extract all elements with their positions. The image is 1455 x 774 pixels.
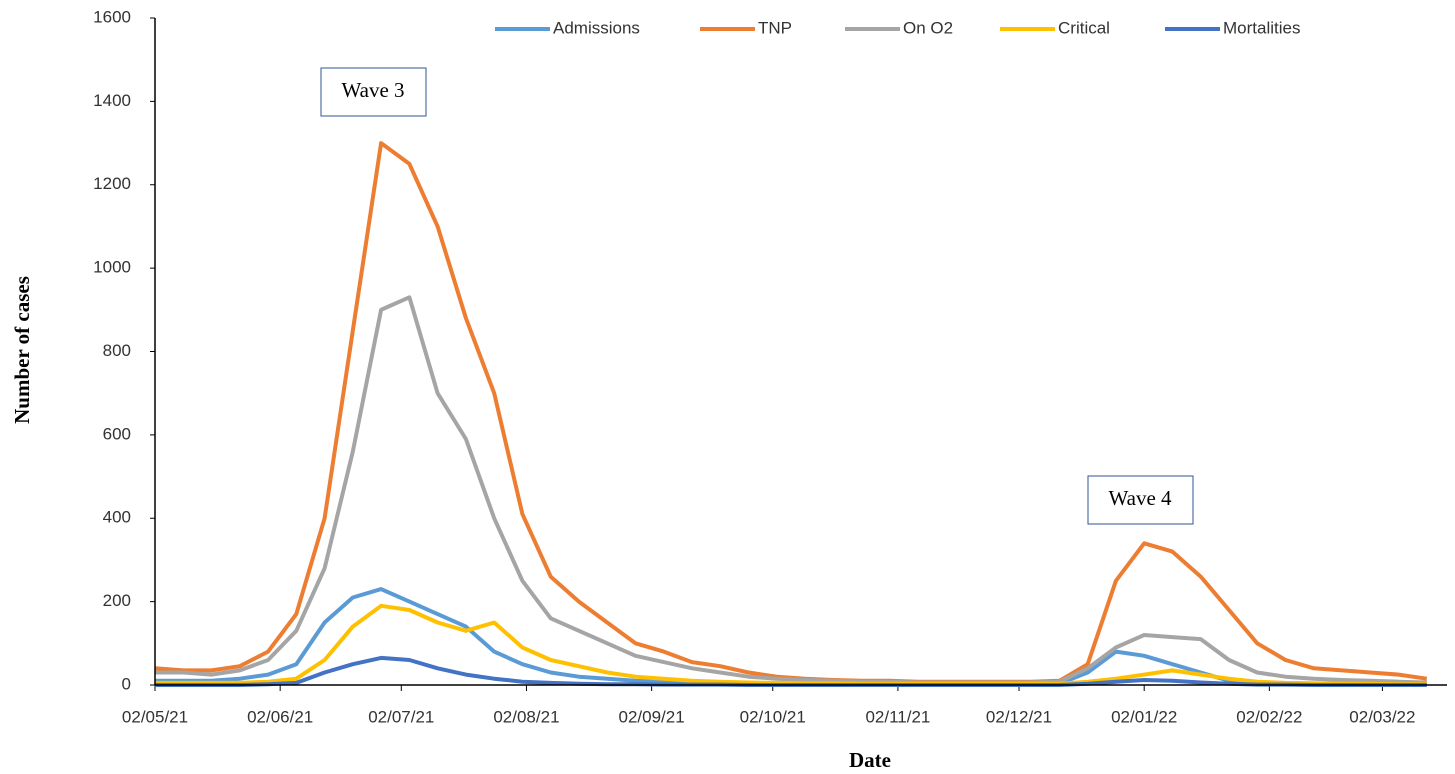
legend-entry: Mortalities (1165, 18, 1300, 37)
y-tick-label: 800 (103, 341, 131, 360)
x-axis-title: Date (849, 748, 891, 772)
y-tick-label: 400 (103, 508, 131, 527)
y-tick-label: 1600 (93, 7, 131, 26)
legend-label: Admissions (553, 18, 640, 37)
annotation: Wave 3 (341, 78, 404, 102)
x-tick-label: 02/11/21 (865, 707, 930, 726)
legend-label: Critical (1058, 18, 1110, 37)
x-tick-label: 02/06/21 (247, 707, 313, 726)
legend-entry: TNP (700, 18, 792, 37)
y-tick-label: 0 (122, 674, 131, 693)
y-tick-label: 1400 (93, 91, 131, 110)
legend-label: Mortalities (1223, 18, 1300, 37)
x-tick-label: 02/10/21 (740, 707, 806, 726)
x-tick-label: 02/01/22 (1111, 707, 1177, 726)
y-tick-label: 1000 (93, 258, 131, 277)
x-tick-label: 02/05/21 (122, 707, 188, 726)
x-tick-label: 02/12/21 (986, 707, 1052, 726)
annotation-box (1087, 475, 1194, 525)
line (154, 141, 1428, 684)
legend-label: On O2 (903, 18, 953, 37)
x-tick-label: 02/02/22 (1236, 707, 1302, 726)
line (155, 295, 1427, 685)
y-tick-label: 200 (103, 591, 131, 610)
y-tick-label: 1200 (93, 174, 131, 193)
y-axis-title: Number of cases (10, 276, 34, 424)
x-tick-label: 02/03/22 (1349, 707, 1415, 726)
legend-entry: Admissions (495, 18, 640, 37)
annotation: Wave 4 (1108, 486, 1172, 510)
y-tick-label: 600 (103, 424, 131, 443)
legend-label: TNP (758, 18, 792, 37)
annotation-box (320, 67, 427, 117)
x-tick-label: 02/08/21 (493, 707, 559, 726)
x-tick-label: 02/07/21 (368, 707, 434, 726)
legend-entry: Critical (1000, 18, 1110, 37)
legend-entry: On O2 (845, 18, 953, 37)
x-tick-label: 02/09/21 (619, 707, 685, 726)
